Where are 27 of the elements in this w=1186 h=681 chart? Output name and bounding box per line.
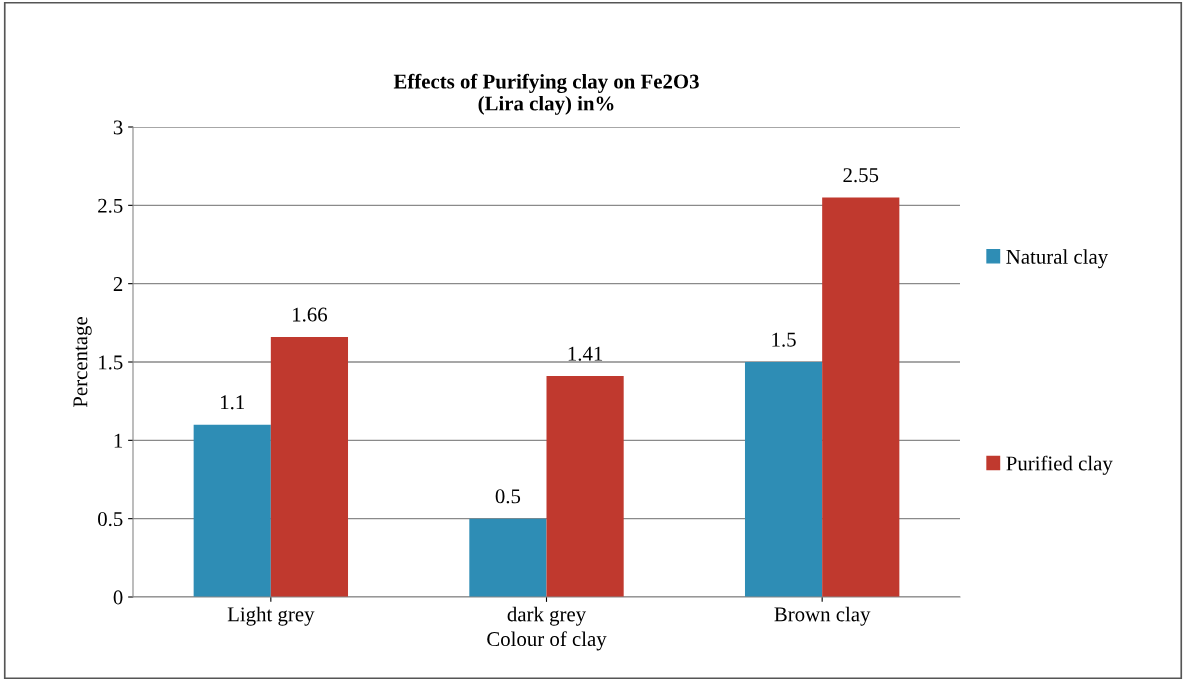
- legend-label: Purified clay: [1006, 455, 1113, 475]
- y-tick-label: 0: [113, 590, 123, 605]
- x-tick-label: Light grey: [227, 606, 315, 626]
- x-axis-title: Colour of clay: [487, 631, 607, 651]
- bar: [193, 424, 271, 597]
- data-label: 2.55: [843, 168, 879, 183]
- y-tick-label: 2.5: [98, 198, 123, 213]
- y-tick-label: 1: [114, 433, 123, 448]
- chart-title: Effects of Purifying clay on Fe2O3 (Lira clay) in%: [393, 73, 699, 115]
- bar: [744, 362, 823, 597]
- legend-label: Natural clay: [1006, 249, 1109, 269]
- bar: [822, 197, 900, 597]
- y-tick-label: 2: [113, 277, 123, 291]
- y-axis-title: Percentage: [73, 317, 92, 408]
- bar: [270, 336, 349, 597]
- data-label: 0.5: [495, 489, 521, 504]
- bar: [469, 518, 547, 597]
- y-tick-label: 0.5: [98, 512, 123, 527]
- data-label: 1.41: [568, 346, 603, 361]
- data-label: 1.1: [221, 395, 245, 410]
- y-tick-label: 1.5: [99, 355, 123, 370]
- x-tick-label: Brown clay: [774, 606, 871, 626]
- data-label: 1.5: [772, 332, 796, 347]
- y-tick-label: 3: [113, 120, 123, 135]
- bar: [546, 376, 624, 597]
- data-label: 1.66: [293, 307, 328, 322]
- x-tick-label: dark grey: [507, 606, 587, 626]
